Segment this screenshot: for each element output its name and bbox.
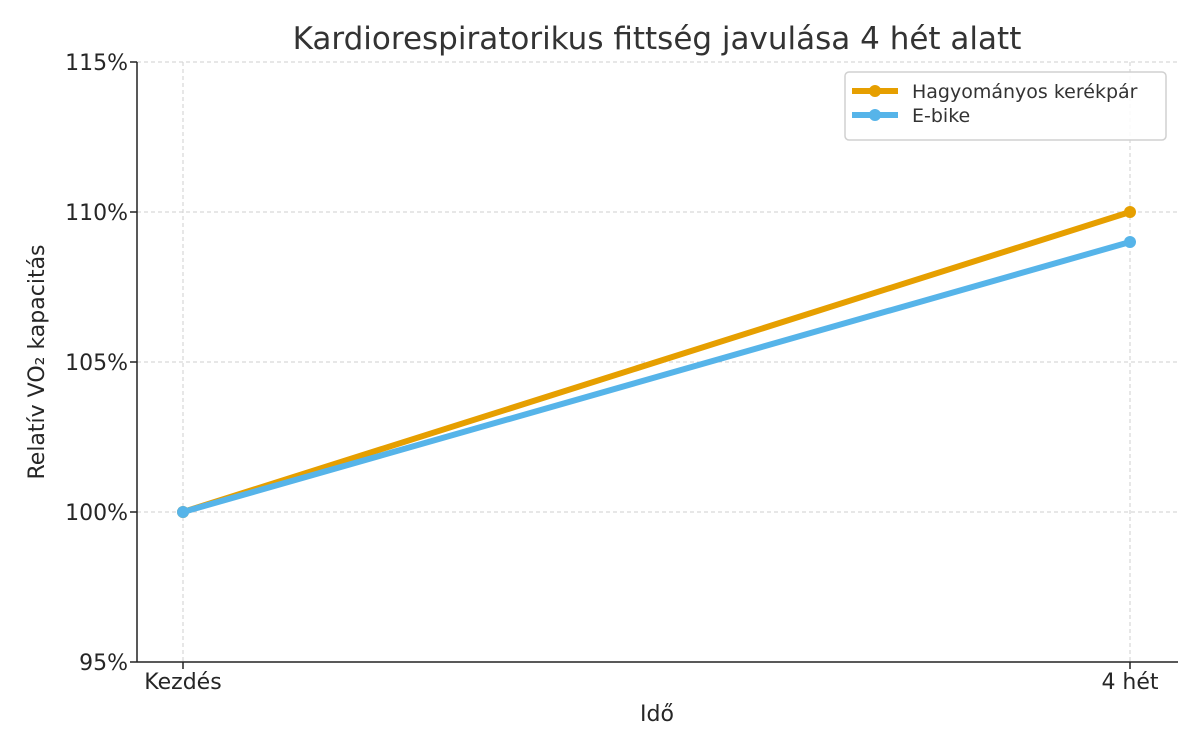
y-tick-label: 110%	[65, 201, 128, 226]
legend-frame	[844, 71, 1167, 141]
y-axis-label: Relatív VO₂ kapacitás	[25, 244, 50, 479]
data-point	[1124, 236, 1136, 248]
legend-marker	[869, 85, 881, 97]
legend-label: Hagyományos kerékpár	[912, 81, 1138, 103]
y-tick-label: 115%	[65, 51, 128, 76]
x-tick-label: 4 hét	[1101, 670, 1158, 695]
data-point	[177, 506, 189, 518]
chart-title: Kardiorespiratorikus fittség javulása 4 …	[293, 21, 1022, 57]
series-line	[180, 209, 1133, 515]
legend-label: E-bike	[912, 105, 970, 127]
x-axis-label: Idő	[640, 702, 674, 727]
y-tick-label: 95%	[79, 651, 128, 676]
y-tick-label: 100%	[65, 501, 128, 526]
y-axis-ticks: 95% 100% 105% 110% 115%	[65, 51, 137, 676]
series-line	[180, 239, 1133, 515]
x-tick-label: Kezdés	[144, 670, 221, 695]
legend-marker	[869, 109, 881, 121]
y-tick-label: 105%	[65, 351, 128, 376]
data-point	[1124, 206, 1136, 218]
series-group	[177, 206, 1136, 518]
x-axis-ticks: Kezdés 4 hét	[144, 662, 1159, 695]
